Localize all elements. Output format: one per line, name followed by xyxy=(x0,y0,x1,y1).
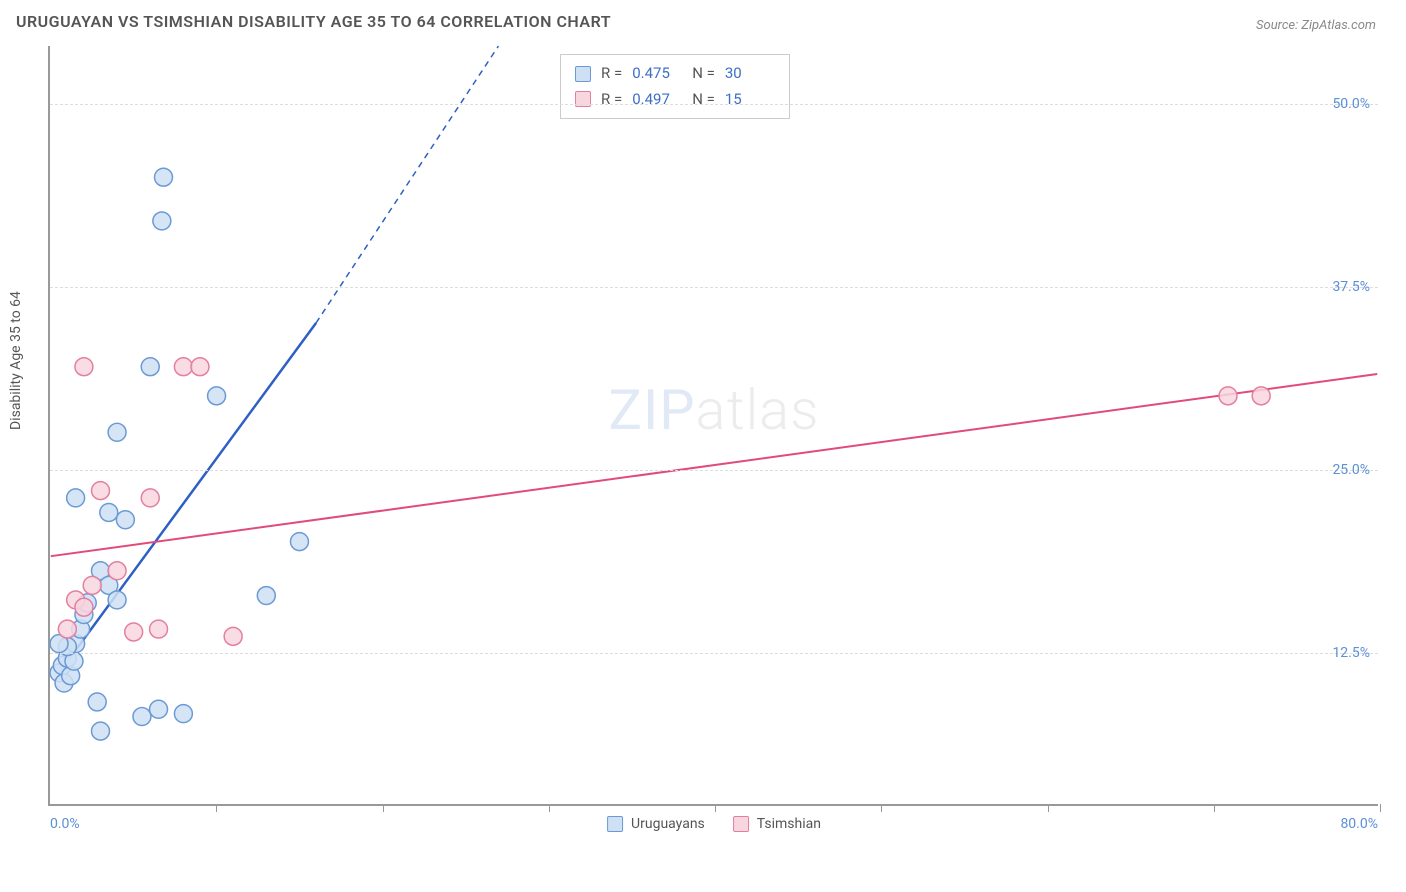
gridline xyxy=(50,653,1378,654)
x-axis-min-label: 0.0% xyxy=(50,816,80,832)
data-point xyxy=(141,358,159,376)
legend-swatch xyxy=(607,816,623,832)
y-tick-label: 50.0% xyxy=(1332,96,1370,112)
legend-label: Tsimshian xyxy=(757,816,821,832)
source-attribution: Source: ZipAtlas.com xyxy=(1256,18,1376,33)
x-tick xyxy=(216,804,217,812)
chart-svg xyxy=(50,46,1378,804)
gridline xyxy=(50,470,1378,471)
x-tick xyxy=(549,804,550,812)
legend-item: Uruguayans xyxy=(607,816,705,832)
data-point xyxy=(290,533,308,551)
data-point xyxy=(108,423,126,441)
chart-title: URUGUAYAN VS TSIMSHIAN DISABILITY AGE 35… xyxy=(16,12,611,31)
y-tick-label: 37.5% xyxy=(1332,279,1370,295)
stats-row: R = 0.475 N = 30 xyxy=(575,61,775,87)
data-point xyxy=(150,620,168,638)
x-tick xyxy=(1380,804,1381,812)
y-tick-label: 12.5% xyxy=(1332,645,1370,661)
x-axis-max-label: 80.0% xyxy=(1340,816,1378,832)
data-point xyxy=(174,358,192,376)
y-tick-label: 25.0% xyxy=(1332,462,1370,478)
plot-area: ZIPatlas R =0.475N =30R =0.497N =15 0.0%… xyxy=(48,46,1378,806)
data-point xyxy=(257,587,275,605)
series-swatch xyxy=(575,66,591,82)
data-point xyxy=(125,623,143,641)
stats-row: R = 0.497 N = 15 xyxy=(575,87,775,113)
stat-n-label: N = xyxy=(692,61,715,87)
data-point xyxy=(153,212,171,230)
data-point xyxy=(224,627,242,645)
gridline xyxy=(50,287,1378,288)
stat-n-value: 15 xyxy=(725,87,775,113)
trend-line xyxy=(51,374,1378,556)
data-point xyxy=(67,489,85,507)
x-tick xyxy=(881,804,882,812)
data-point xyxy=(58,620,76,638)
gridline xyxy=(50,104,1378,105)
stat-r-value: 0.497 xyxy=(632,87,682,113)
data-point xyxy=(92,722,110,740)
data-point xyxy=(75,598,93,616)
data-point xyxy=(155,168,173,186)
data-point xyxy=(100,503,118,521)
legend-swatch xyxy=(733,816,749,832)
data-point xyxy=(92,482,110,500)
x-tick xyxy=(383,804,384,812)
data-point xyxy=(1219,387,1237,405)
legend-item: Tsimshian xyxy=(733,816,821,832)
data-point xyxy=(88,693,106,711)
x-tick xyxy=(1048,804,1049,812)
legend-bottom: Uruguayans Tsimshian xyxy=(607,816,821,832)
x-tick xyxy=(715,804,716,812)
y-axis-label: Disability Age 35 to 64 xyxy=(8,291,24,430)
data-point xyxy=(108,562,126,580)
data-point xyxy=(191,358,209,376)
stat-r-label: R = xyxy=(601,61,622,87)
legend-label: Uruguayans xyxy=(631,816,705,832)
trend-line-extension xyxy=(316,46,498,323)
stat-r-value: 0.475 xyxy=(632,61,682,87)
stats-legend-box: R = 0.475 N = 30 R = 0.497 N = 15 xyxy=(560,54,790,119)
data-point xyxy=(116,511,134,529)
data-point xyxy=(174,705,192,723)
stat-n-value: 30 xyxy=(725,61,775,87)
data-point xyxy=(208,387,226,405)
data-point xyxy=(150,700,168,718)
stat-r-label: R = xyxy=(601,87,622,113)
data-point xyxy=(83,576,101,594)
data-point xyxy=(1252,387,1270,405)
data-point xyxy=(133,708,151,726)
data-point xyxy=(108,591,126,609)
stat-n-label: N = xyxy=(692,87,715,113)
data-point xyxy=(75,358,93,376)
data-point xyxy=(141,489,159,507)
x-tick xyxy=(1214,804,1215,812)
